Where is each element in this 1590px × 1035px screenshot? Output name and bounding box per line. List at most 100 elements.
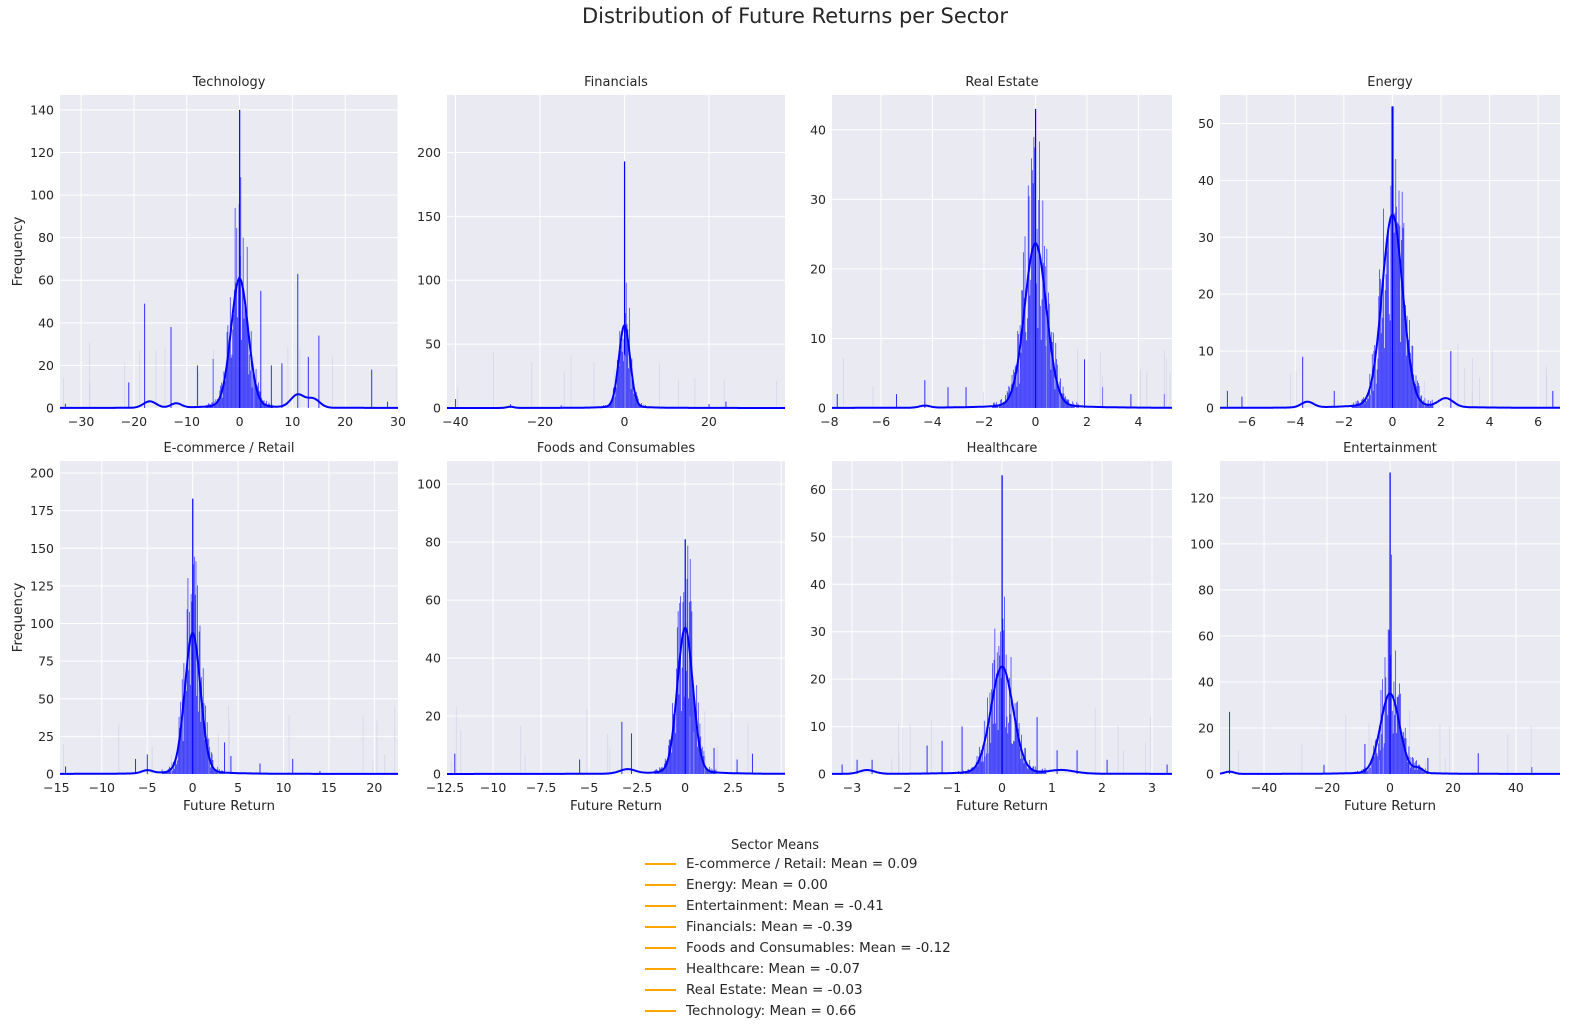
histogram-bar	[1405, 355, 1407, 408]
histogram-bar	[621, 351, 623, 408]
histogram-bar	[1013, 369, 1015, 408]
histogram-bar	[1376, 369, 1378, 408]
legend-item: Foods and Consumables: Mean = -0.12	[645, 937, 955, 958]
x-tick-label: −2	[975, 414, 993, 429]
histogram-bar	[254, 374, 255, 408]
histogram-bar	[1394, 715, 1396, 774]
histogram-bar-faint	[609, 748, 611, 774]
histogram-bar	[1400, 736, 1402, 774]
histogram-bar	[1036, 229, 1038, 408]
histogram-bar-faint	[678, 380, 679, 408]
histogram-bar	[1030, 769, 1032, 774]
histogram-bar	[1044, 266, 1046, 408]
histogram-bar	[683, 592, 685, 774]
histogram-bar	[685, 671, 687, 774]
histogram-bar	[1014, 703, 1016, 774]
histogram-bar	[175, 759, 177, 774]
histogram-bar	[999, 655, 1001, 774]
histogram-bar	[632, 376, 634, 408]
histogram-bar-outlier	[128, 382, 130, 408]
histogram-bar	[252, 372, 254, 408]
histogram-bar	[988, 726, 990, 774]
histogram-bar	[1388, 630, 1390, 774]
histogram-bar	[1406, 315, 1408, 408]
y-tick-label: 80	[1198, 582, 1214, 597]
histogram-bar-faint	[228, 721, 230, 774]
histogram-bar	[1403, 732, 1405, 774]
histogram-bar-faint	[1382, 720, 1384, 774]
histogram-bar-faint	[909, 724, 911, 774]
legend-line-swatch	[645, 988, 676, 991]
histogram-bar	[1011, 743, 1013, 774]
histogram-bar	[1391, 711, 1393, 774]
histogram-bar-faint	[1464, 368, 1466, 408]
histogram-bar	[1365, 768, 1367, 774]
histogram-bar-faint	[151, 746, 153, 774]
histogram-bar	[1391, 106, 1393, 408]
histogram-bar	[995, 723, 997, 774]
legend-line-swatch	[645, 1009, 676, 1012]
histogram-bar	[1052, 342, 1053, 408]
histogram-bar	[1013, 741, 1015, 774]
histogram-bar	[1051, 331, 1053, 408]
histogram-bar	[1071, 405, 1073, 408]
y-tick-label: 40	[1198, 173, 1214, 188]
histogram-bar	[989, 692, 991, 774]
histogram-bar	[1005, 400, 1007, 408]
x-tick-label: −2.5	[622, 780, 652, 795]
y-tick-label: 40	[1198, 674, 1214, 689]
histogram-bar	[677, 611, 679, 774]
histogram-bar-outlier	[270, 365, 272, 408]
y-tick-label: 0	[1206, 401, 1214, 416]
histogram-bar	[618, 366, 620, 408]
histogram-bar-faint	[1144, 743, 1146, 774]
subplot-title: Financials	[584, 75, 648, 90]
y-tick-label: 125	[30, 578, 54, 593]
histogram-bar-faint	[716, 745, 718, 774]
histogram-bar-faint	[843, 357, 844, 408]
y-tick-label: 20	[425, 709, 441, 724]
y-tick-label: 10	[810, 331, 826, 346]
histogram-bar	[182, 741, 184, 774]
histogram-bar	[1420, 767, 1422, 774]
histogram-bar	[1367, 398, 1369, 408]
histogram-bar	[633, 393, 634, 408]
histogram-bar	[1363, 403, 1365, 408]
y-tick-label: 20	[810, 672, 826, 687]
histogram-bar	[1000, 631, 1001, 774]
histogram-bar	[174, 761, 176, 774]
histogram-bar-outlier	[455, 399, 457, 408]
histogram-bar-outlier	[1531, 767, 1533, 774]
histogram-bar	[1016, 702, 1018, 774]
histogram-bar	[612, 395, 613, 408]
histogram-bar	[193, 556, 195, 774]
histogram-bar	[1002, 402, 1004, 408]
histogram-bar	[242, 237, 244, 408]
histogram-bar	[1046, 248, 1048, 408]
histogram-bar-faint	[253, 356, 255, 408]
histogram-bar-peak	[1389, 472, 1391, 774]
histogram-bar	[1031, 767, 1033, 774]
legend-item: Healthcare: Mean = -0.07	[645, 958, 955, 979]
histogram-bar	[1389, 320, 1391, 408]
histogram-bar	[1424, 771, 1426, 774]
histogram-bar-outlier	[281, 363, 283, 408]
histogram-bar	[232, 329, 234, 408]
histogram-bar-faint	[1059, 387, 1061, 408]
histogram-bar	[1021, 734, 1022, 774]
histogram-bar-outlier	[1552, 390, 1554, 408]
histogram-bar	[1022, 756, 1024, 774]
histogram-bar-faint	[1117, 725, 1119, 774]
histogram-bar	[1387, 629, 1389, 774]
histogram-bar-peak	[239, 109, 241, 409]
histogram-bar	[1050, 369, 1052, 408]
histogram-bar	[1419, 765, 1421, 774]
histogram-bar	[1383, 208, 1384, 408]
histogram-bar	[680, 596, 681, 774]
histogram-bar	[172, 770, 174, 774]
histogram-bar-faint	[531, 362, 533, 408]
histogram-bar	[1372, 758, 1374, 774]
histogram-bar	[1370, 767, 1371, 774]
subplot: −12.5 −10 −7.5 −5 −2.5 0 2.5 5 0 20 40 60 80 100 Foods…	[417, 441, 785, 814]
histogram-bar	[186, 609, 188, 774]
